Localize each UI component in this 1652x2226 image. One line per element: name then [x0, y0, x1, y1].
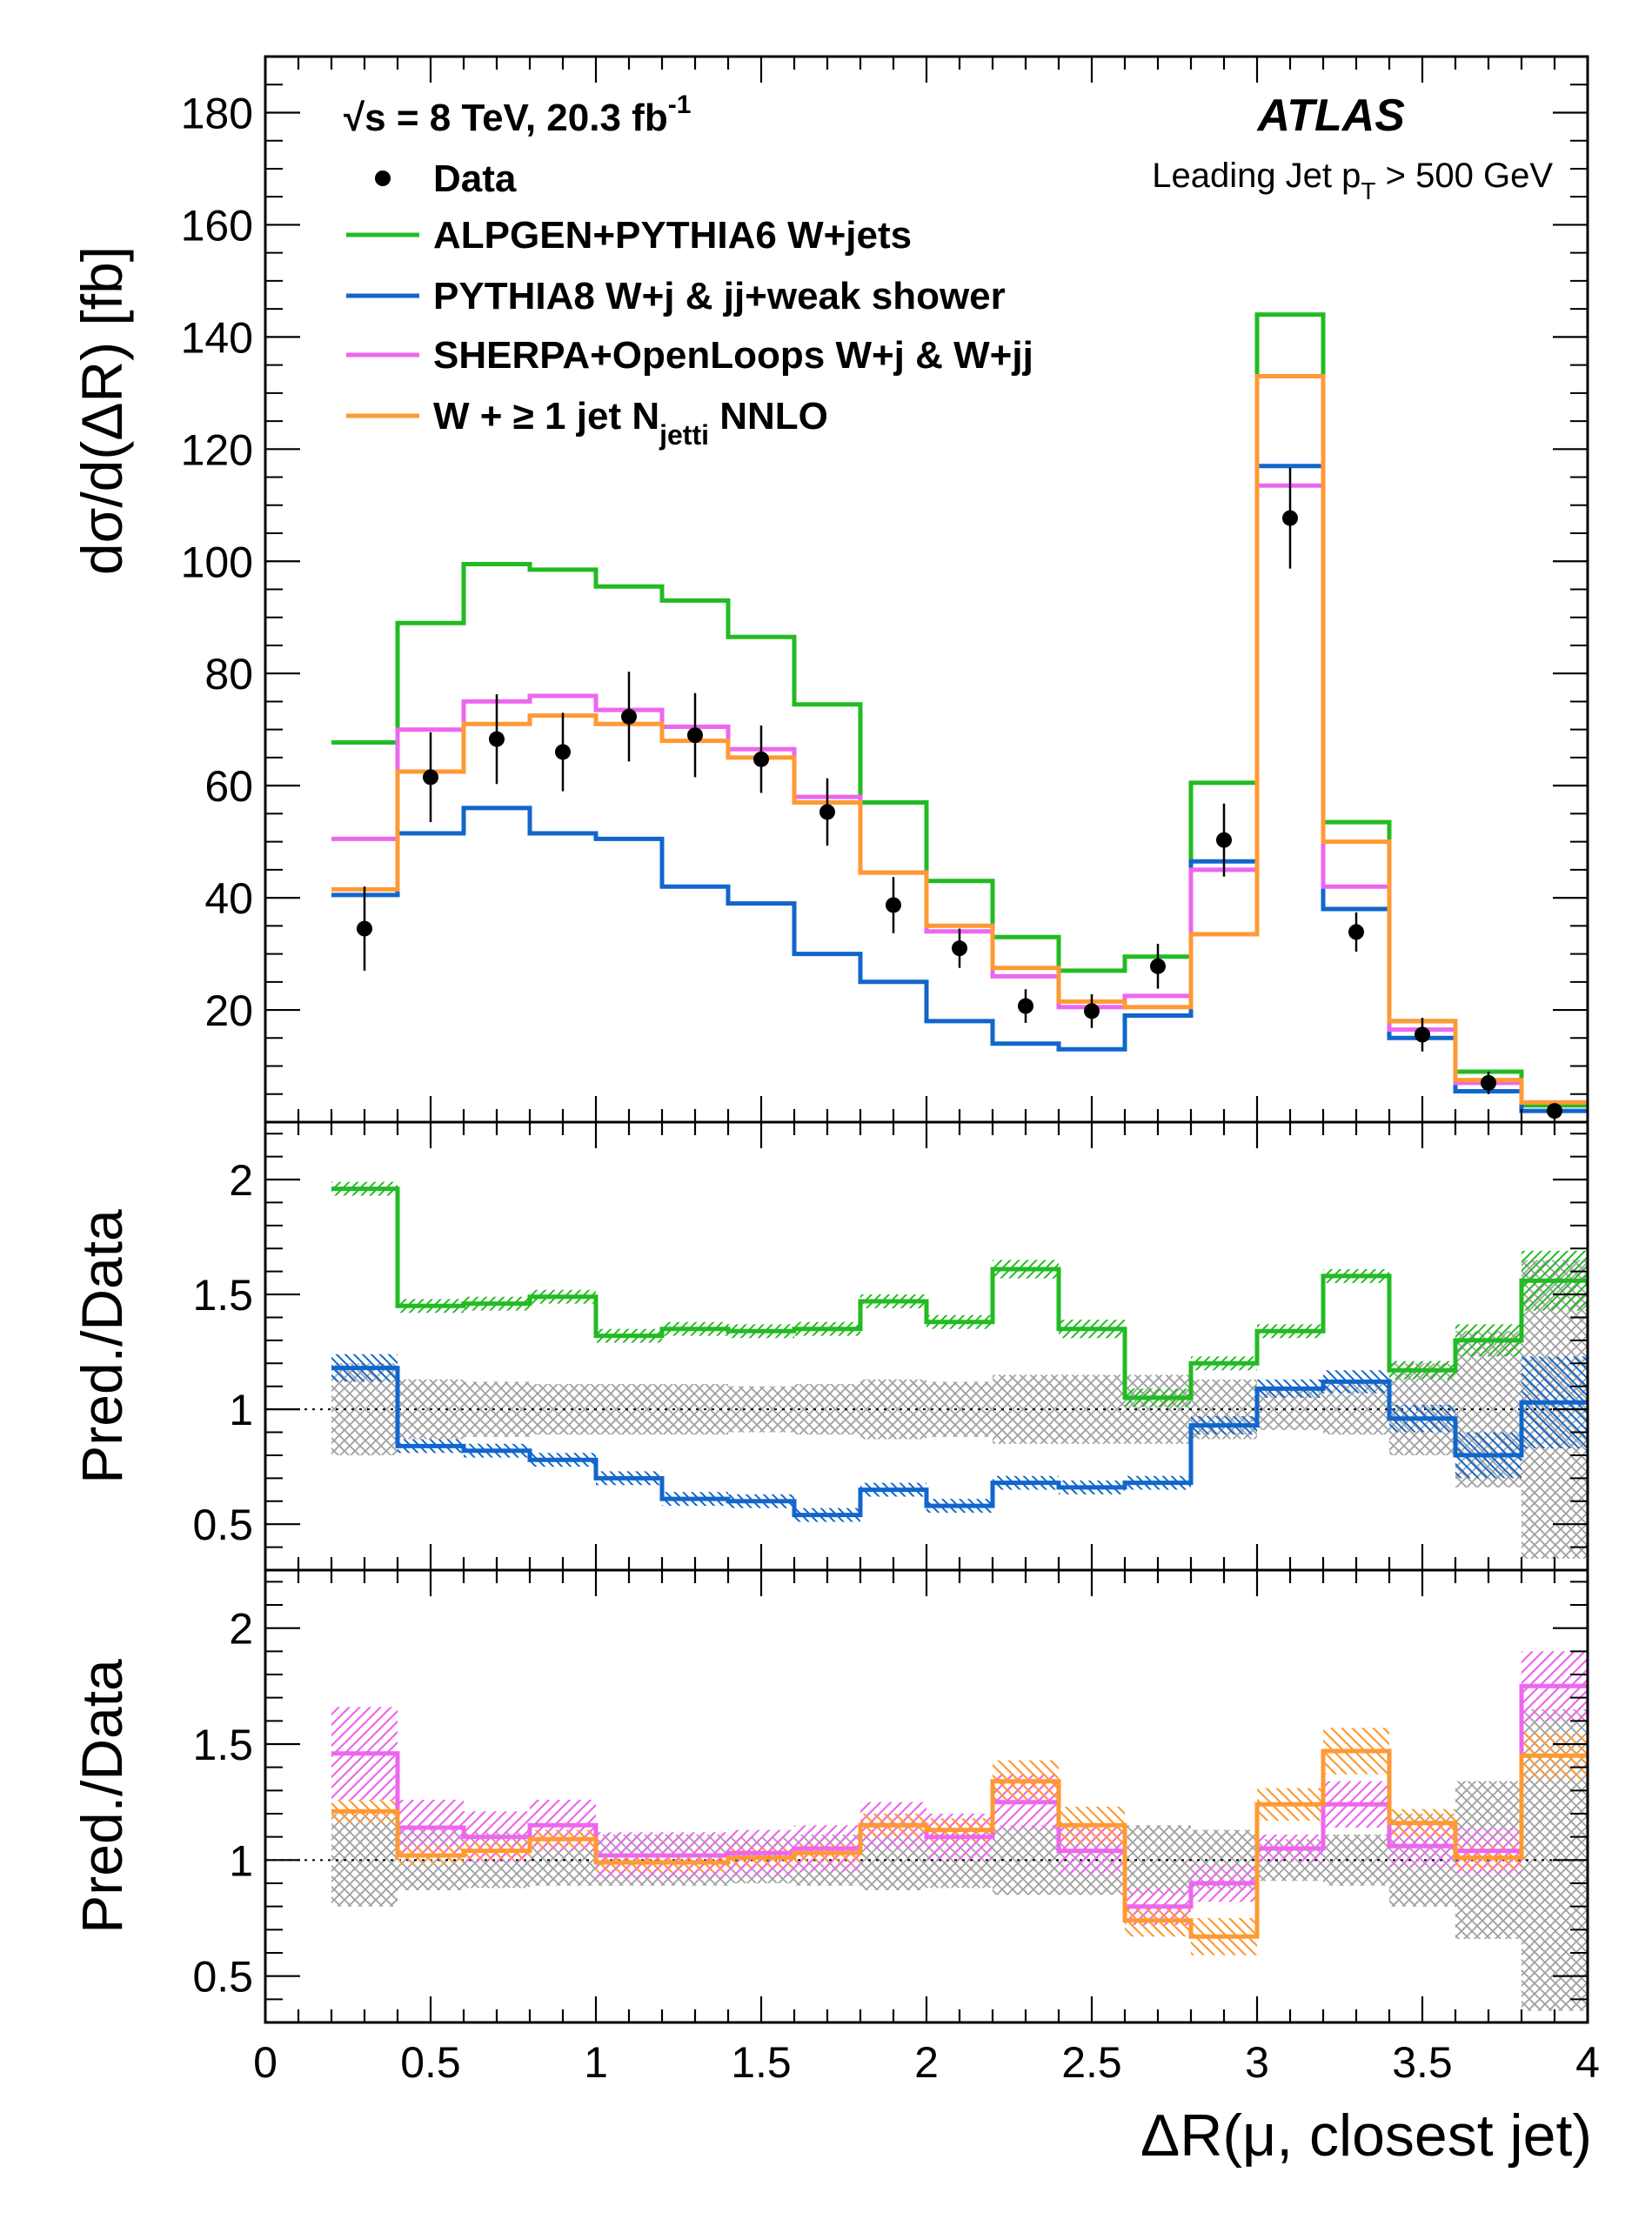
x-tick-label: 0 [253, 2038, 278, 2087]
data-point [621, 708, 637, 725]
atlas-label: ATLAS [1256, 90, 1406, 141]
data-point [1216, 832, 1232, 848]
x-tick-label: 1.5 [731, 2038, 792, 2087]
ratio-2-y-tick-label: 1.5 [192, 1721, 253, 1769]
x-axis-tick-labels: 0 0.5 1 1.5 2 2.5 3 3.5 4 [253, 2038, 1600, 2087]
ratio-2-data-uncertainty-band [331, 1814, 398, 1907]
main-y-tick-label: 20 [204, 986, 253, 1035]
x-tick-label: 2 [914, 2038, 939, 2087]
data-point [555, 744, 571, 760]
data-point [1415, 1026, 1430, 1043]
x-tick-label: 3 [1245, 2038, 1269, 2087]
ratio-2-axis-ticks: 0.5 1 1.5 2 [192, 1570, 1589, 2022]
main-axis-ticks: 20 40 60 80 100 120 140 160 180 [181, 57, 1589, 1122]
legend: Data ALPGEN+PYTHIA6 W+jets PYTHIA8 W+j &… [346, 157, 1033, 451]
x-tick-label: 2.5 [1061, 2038, 1122, 2087]
legend-njetti-sub: jetti [659, 419, 709, 451]
ratio-2-bands [265, 1651, 1588, 2011]
legend-label-data: Data [433, 157, 517, 200]
main-y-tick-label: 160 [181, 201, 253, 250]
data-point [1084, 1003, 1100, 1019]
data-point [886, 897, 901, 913]
lumi-exponent: -1 [668, 90, 692, 119]
main-y-tick-label: 140 [181, 313, 253, 362]
data-point [819, 804, 835, 820]
main-y-tick-label: 100 [181, 538, 253, 586]
x-tick-label: 1 [584, 2038, 608, 2087]
ratio-1-data-uncertainty-band [662, 1384, 728, 1435]
main-y-axis-label: dσ/d(ΔR) [fb] [70, 246, 134, 575]
main-y-tick-label: 60 [204, 762, 253, 811]
ratio-2-y-tick-label: 1 [229, 1836, 253, 1885]
x-axis-label: ΔR(μ, closest jet) [1140, 2102, 1592, 2169]
main-series-w-1-jet-njetti-nnlo [331, 374, 1588, 1105]
ratio-2-series [331, 1683, 1588, 1939]
ratio-1-y-axis-label: Pred./Data [70, 1209, 134, 1484]
ratio-1-data-uncertainty-band [1059, 1374, 1125, 1444]
x-tick-label: 3.5 [1392, 2038, 1453, 2087]
ratio-1-data-uncertainty-band [794, 1384, 860, 1435]
data-point [1150, 958, 1166, 974]
x-tick-label: 4 [1575, 2038, 1600, 2087]
data-point [753, 751, 769, 767]
energy-lumi-annotation: √s = 8 TeV, 20.3 fb-1 [344, 90, 691, 139]
data-point [687, 727, 703, 744]
data-point [489, 731, 505, 747]
cut-label-prefix: Leading Jet p [1152, 157, 1361, 195]
ratio-2-y-tick-label: 2 [229, 1605, 253, 1654]
energy-lumi-text: √s = 8 TeV, 20.3 fb [344, 97, 668, 139]
cut-label-suffix: > 500 GeV [1376, 157, 1554, 195]
data-point [1282, 510, 1298, 526]
legend-label-sherpa: SHERPA+OpenLoops W+j & W+jj [433, 334, 1033, 377]
legend-label-alpgen: ALPGEN+PYTHIA6 W+jets [433, 214, 912, 257]
ratio-1-data-uncertainty-band [596, 1384, 662, 1435]
legend-njetti-suffix: NNLO [709, 395, 828, 438]
ratio-1-series [331, 1187, 1588, 1518]
main-panel: 20 40 60 80 100 120 140 160 180 dσ/d(ΔR) [fb] √s… [70, 55, 1589, 1124]
data-point [952, 940, 967, 957]
ratio-2-series-w-1-jet-njetti-nnlo [331, 1748, 1588, 1939]
ratio-1-y-tick-label: 1.5 [192, 1271, 253, 1320]
legend-data-marker [375, 170, 391, 186]
ratio-1-series-pythia8-w-j-jj-weak-shower [331, 1366, 1588, 1518]
cut-label-sub: T [1361, 177, 1375, 204]
data-point [1481, 1074, 1496, 1091]
legend-label-njetti: W + ≥ 1 jet Njetti NNLO [433, 395, 828, 451]
main-y-tick-label: 120 [181, 425, 253, 474]
main-series-pythia8-w-j-jj-weak-shower [331, 464, 1588, 1113]
data-point [1348, 924, 1364, 940]
ratio-1-data-uncertainty-band [464, 1381, 530, 1437]
main-y-tick-label: 80 [204, 650, 253, 699]
legend-label-pythia8: PYTHIA8 W+j & jj+weak shower [433, 275, 1006, 318]
ratio-1-y-tick-label: 1 [229, 1386, 253, 1434]
ratio-1-data-uncertainty-band [926, 1381, 993, 1437]
x-tick-label: 0.5 [400, 2038, 461, 2087]
leading-jet-cut-label: Leading Jet pT > 500 GeV [1152, 157, 1553, 204]
main-series-alpgen-pythia6-w-jets [331, 312, 1588, 1108]
ratio-2-y-tick-label: 0.5 [192, 1953, 253, 2002]
main-series-sherpa-openloops-w-j-w-jj [331, 483, 1588, 1105]
legend-njetti-main: W + ≥ 1 jet N [433, 395, 659, 438]
data-point [357, 920, 372, 937]
data-point [1018, 998, 1033, 1014]
ratio-1-y-tick-label: 2 [229, 1156, 253, 1205]
main-y-tick-label: 180 [181, 89, 253, 137]
data-point [423, 769, 438, 785]
ratio-panel-1: 0.5 1 1.5 2 Pred./Data [70, 1120, 1589, 1572]
main-data-points [357, 467, 1562, 1120]
main-y-tick-label: 40 [204, 874, 253, 923]
ratio-1-axis-ticks: 0.5 1 1.5 2 [192, 1122, 1589, 1570]
ratio-1-series-alpgen-pythia6-w-jets [331, 1187, 1588, 1400]
ratio-1-y-tick-label: 0.5 [192, 1501, 253, 1549]
ratio-panel-2: 0.5 1 1.5 2 Pred./Data [70, 1568, 1589, 2024]
ratio-2-y-axis-label: Pred./Data [70, 1659, 134, 1934]
